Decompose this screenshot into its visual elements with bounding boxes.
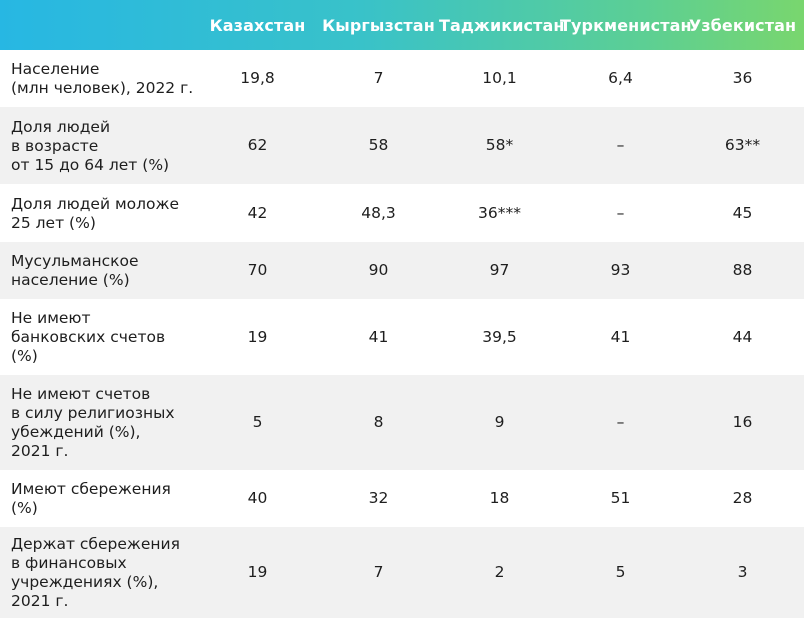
- table-cell: 16: [732, 413, 753, 431]
- table-row: Доля людей моложе 25 лет (%) 42 48,3 36*…: [0, 184, 804, 242]
- row-label-line: (%): [11, 499, 38, 517]
- row-label-line: Мусульманское: [11, 252, 139, 270]
- row-label-line: в финансовых: [11, 554, 127, 572]
- table-cell: 40: [247, 489, 268, 507]
- header-country-tajikistan: Таджикистан: [439, 15, 565, 35]
- row-label-line: Не имеют: [11, 309, 91, 327]
- table-cell: 6,4: [608, 69, 633, 87]
- row-label: Доля людей моложе 25 лет (%): [0, 184, 197, 242]
- table-cell: –: [616, 136, 625, 154]
- row-label-line: (%): [11, 347, 38, 365]
- table-cell: 9: [494, 413, 505, 431]
- header-country-turkmenistan: Туркменистан: [560, 15, 692, 35]
- row-label-line: население (%): [11, 271, 130, 289]
- row-label-line: Имеют сбережения: [11, 480, 171, 498]
- table-cell: 2: [494, 563, 505, 581]
- table-cell: 32: [368, 489, 389, 507]
- table-cell: 41: [610, 327, 631, 346]
- row-label: Имеют сбережения (%): [0, 470, 197, 527]
- table-cell: 41: [368, 327, 389, 346]
- table-cell: 48,3: [361, 203, 396, 222]
- table-cell: 19: [247, 563, 268, 581]
- table-cell: –: [616, 203, 625, 222]
- table-row: Мусульманское население (%) 70 90 97 93 …: [0, 242, 804, 299]
- table-cell: 45: [732, 203, 753, 222]
- row-label-line: Доля людей моложе: [11, 194, 180, 213]
- header-row: Казахстан Кыргызстан Таджикистан Туркмен…: [0, 0, 804, 50]
- row-label: Не имеют банковских счетов (%): [0, 299, 197, 375]
- table-cell: 62: [247, 136, 268, 154]
- table-row: Не имеют счетов в силу религиозных убежд…: [0, 375, 804, 470]
- table-cell: 44: [732, 327, 753, 346]
- row-label-line: 25 лет (%): [11, 213, 96, 232]
- row-label: Население (млн человек), 2022 г.: [0, 50, 197, 107]
- row-label-line: убеждений (%),: [11, 423, 141, 441]
- row-label-line: Держат сбережения: [11, 535, 180, 553]
- table-cell: 28: [732, 489, 753, 507]
- table-cell: 7: [373, 69, 384, 87]
- table-body: Население (млн человек), 2022 г. 19,8 7 …: [0, 50, 804, 618]
- table-cell: 3: [737, 563, 748, 581]
- table-cell: 19,8: [240, 69, 275, 87]
- table-cell: 5: [615, 563, 626, 581]
- row-label-line: Не имеют счетов: [11, 385, 151, 403]
- table-cell: –: [616, 413, 625, 431]
- row-label-line: в силу религиозных: [11, 404, 175, 422]
- table-cell: 97: [489, 261, 510, 279]
- table-cell: 5: [252, 413, 263, 431]
- row-label-line: Население: [11, 60, 100, 78]
- table-row: Имеют сбережения (%) 40 32 18 51 28: [0, 470, 804, 527]
- table-cell: 19: [247, 327, 268, 346]
- table-row: Держат сбережения в финансовых учреждени…: [0, 527, 804, 618]
- table-header: Казахстан Кыргызстан Таджикистан Туркмен…: [0, 0, 804, 50]
- row-label: Доля людей в возрасте от 15 до 64 лет (%…: [0, 107, 197, 184]
- table-cell: 36***: [478, 203, 521, 222]
- table-cell: 39,5: [482, 327, 517, 346]
- row-label-line: учреждениях (%),: [11, 573, 159, 591]
- row-label-line: Доля людей: [11, 117, 111, 136]
- header-country-uzbekistan: Узбекистан: [688, 15, 797, 35]
- table-cell: 70: [247, 261, 268, 279]
- table-cell: 90: [368, 261, 389, 279]
- table-row: Не имеют банковских счетов (%) 19 41 39,…: [0, 299, 804, 375]
- table-cell: 88: [732, 261, 753, 279]
- table-cell: 51: [610, 489, 631, 507]
- table-cell: 42: [247, 203, 268, 222]
- table-row: Население (млн человек), 2022 г. 19,8 7 …: [0, 50, 804, 107]
- table-row: Доля людей в возрасте от 15 до 64 лет (%…: [0, 107, 804, 184]
- row-label: Не имеют счетов в силу религиозных убежд…: [0, 375, 197, 470]
- row-label: Мусульманское население (%): [0, 242, 197, 299]
- header-corner: [0, 0, 197, 50]
- table-cell: 63**: [724, 136, 761, 154]
- row-label-line: 2021 г.: [11, 592, 69, 610]
- row-label: Держат сбережения в финансовых учреждени…: [0, 527, 197, 618]
- table-cell: 10,1: [482, 69, 517, 87]
- header-country-kyrgyzstan: Кыргызстан: [322, 15, 435, 35]
- row-label-line: (млн человек), 2022 г.: [11, 79, 194, 97]
- row-label-line: банковских счетов: [11, 328, 166, 346]
- table-cell: 58: [368, 136, 389, 154]
- table-cell: 8: [373, 413, 384, 431]
- table-cell: 18: [489, 489, 510, 507]
- row-label-line: от 15 до 64 лет (%): [11, 155, 170, 174]
- table-cell: 36: [732, 69, 753, 87]
- table-cell: 7: [373, 563, 384, 581]
- header-country-kazakhstan: Казахстан: [209, 15, 306, 35]
- table-cell: 93: [610, 261, 631, 279]
- row-label-line: в возрасте: [11, 136, 99, 155]
- row-label-line: 2021 г.: [11, 442, 69, 460]
- table-cell: 58*: [485, 136, 514, 154]
